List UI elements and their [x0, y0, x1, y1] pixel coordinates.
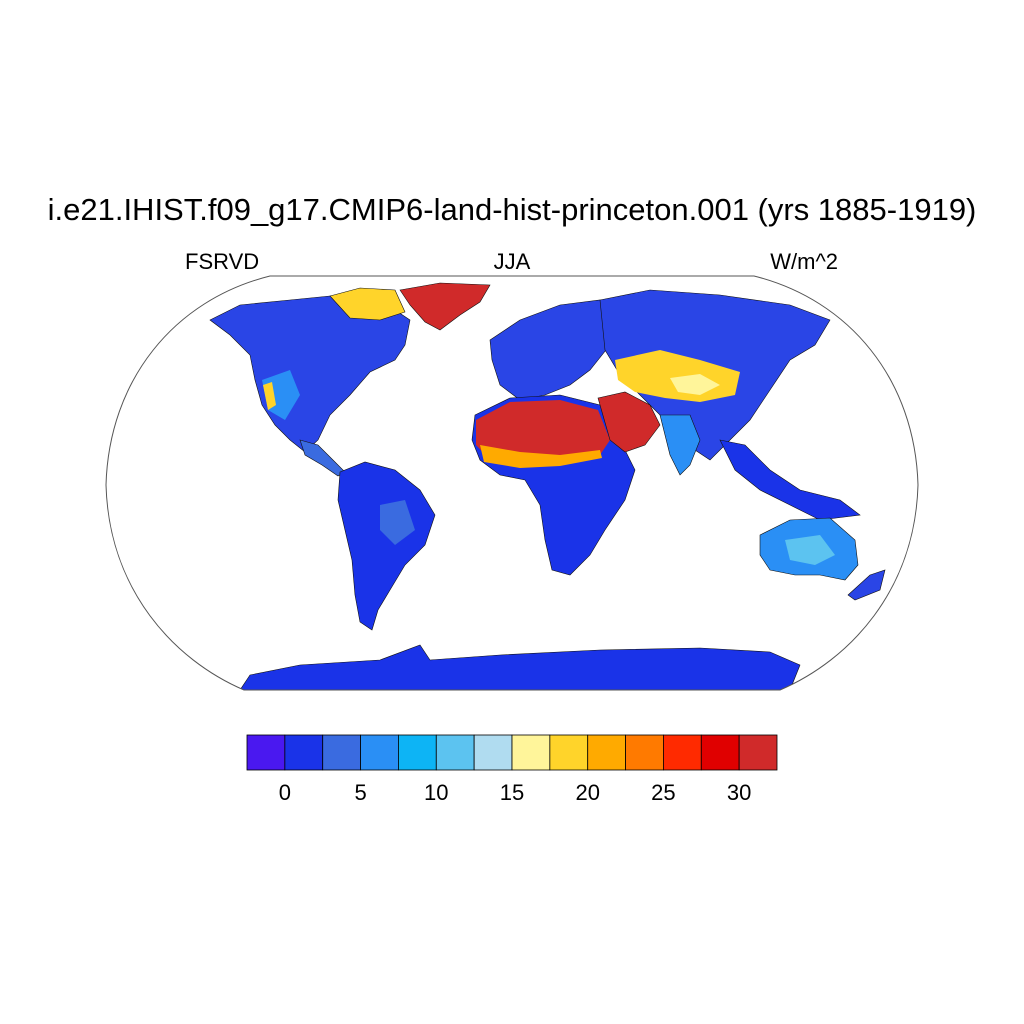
southeast-asia — [719, 439, 861, 521]
colorbar-box — [700, 734, 740, 771]
colorbar-tick-label: 30 — [727, 780, 751, 805]
plot-title: i.e21.IHIST.f09_g17.CMIP6-land-hist-prin… — [47, 192, 977, 227]
europe — [489, 299, 621, 401]
colorbar-box — [587, 734, 626, 771]
colorbar-box — [246, 734, 286, 771]
colorbar-tick-label: 0 — [279, 780, 291, 805]
sahara — [476, 400, 610, 462]
colorbar-box — [549, 734, 589, 771]
map-boundary — [105, 275, 919, 691]
colorbar-box — [322, 734, 361, 771]
colorbar-box — [625, 734, 664, 771]
antarctica — [239, 644, 801, 690]
colorbar-box — [360, 734, 399, 771]
sahel-warm — [480, 445, 602, 468]
colorbar-box — [663, 734, 702, 771]
units-label: W/m^2 — [770, 249, 838, 274]
rockies-warm — [263, 382, 276, 410]
colorbar-box — [738, 734, 778, 771]
greenland — [399, 282, 491, 331]
colorbar-box — [511, 734, 551, 771]
colorbar-box — [435, 734, 475, 771]
south-america-patch — [380, 500, 415, 545]
canadian-islands — [329, 287, 406, 321]
colorbar-tick-label: 15 — [500, 780, 524, 805]
colorbar-boxes — [246, 734, 778, 771]
south-america — [337, 461, 436, 631]
colorbar-labels: 0 5 10 15 20 25 30 — [279, 780, 752, 805]
colorbar-tick-label: 25 — [651, 780, 675, 805]
season-label: JJA — [493, 249, 531, 274]
variable-label: FSRVD — [185, 249, 260, 274]
colorbar-box — [398, 734, 437, 771]
arabia — [597, 391, 661, 453]
colorbar-tick-label: 20 — [575, 780, 599, 805]
australia-interior — [785, 535, 835, 565]
colorbar-box — [473, 734, 513, 771]
colorbar-box — [284, 734, 324, 771]
tibet-patch — [670, 374, 720, 395]
new-zealand — [847, 569, 886, 601]
colorbar-tick-label: 5 — [354, 780, 366, 805]
india — [659, 414, 701, 476]
colorbar-tick-label: 10 — [424, 780, 448, 805]
